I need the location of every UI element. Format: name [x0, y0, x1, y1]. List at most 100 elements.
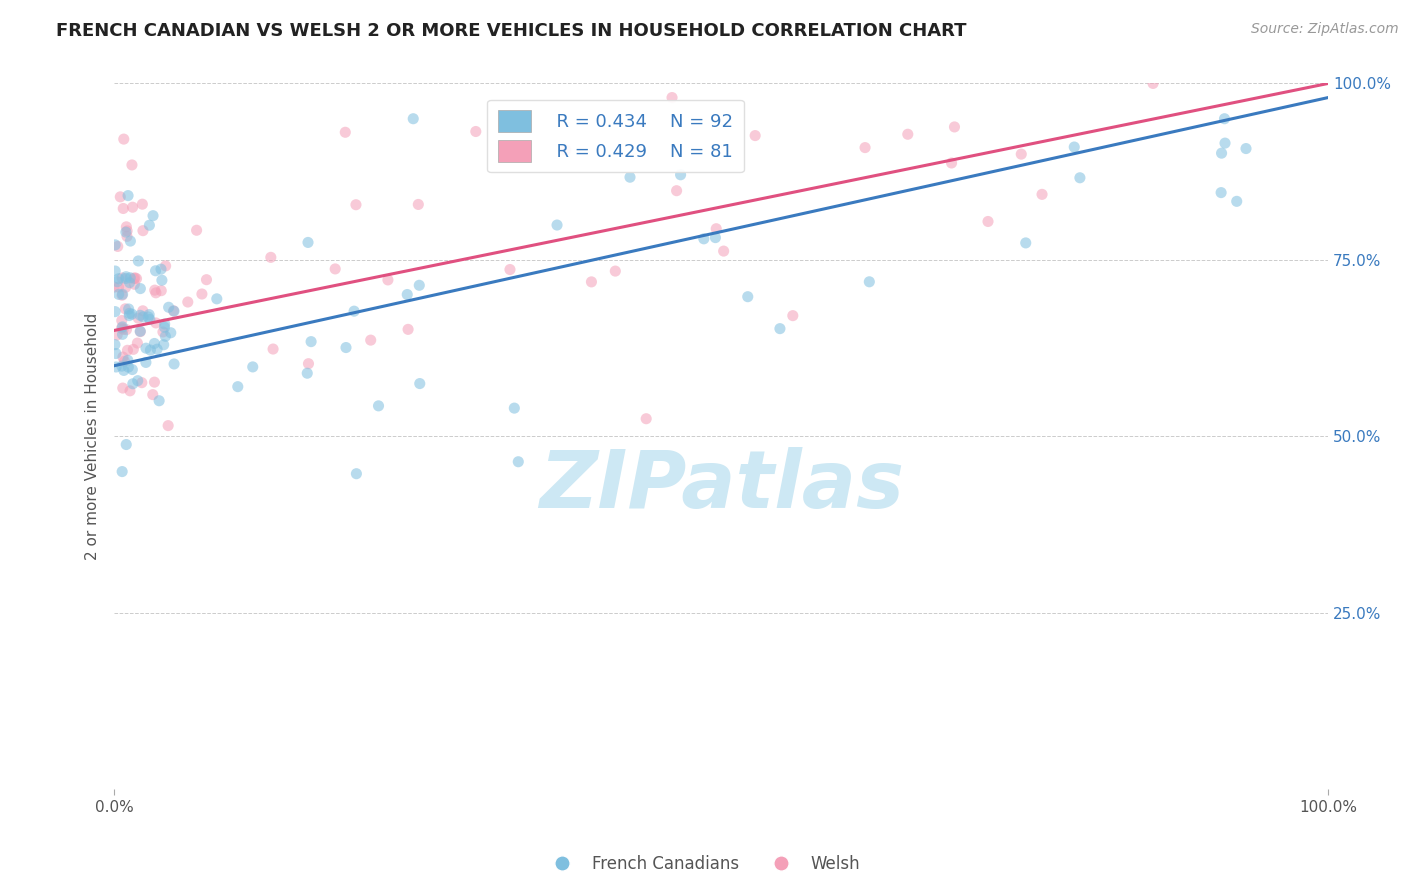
Point: [114, 301, 136, 316]
Point: [661, 90, 683, 104]
Point: [1069, 170, 1091, 185]
Point: [118, 309, 141, 323]
Point: [153, 317, 176, 331]
Point: [323, 261, 346, 276]
Y-axis label: 2 or more Vehicles in Household: 2 or more Vehicles in Household: [86, 313, 100, 560]
Point: [408, 197, 430, 211]
Point: [619, 170, 641, 185]
Point: [122, 343, 145, 357]
Point: [396, 322, 419, 336]
Point: [605, 264, 627, 278]
Point: [104, 337, 127, 351]
Point: [581, 275, 603, 289]
Point: [1211, 186, 1233, 200]
Point: [111, 288, 134, 302]
Point: [941, 156, 963, 170]
Point: [107, 271, 129, 285]
Point: [104, 346, 127, 360]
Point: [155, 259, 177, 273]
Point: [118, 384, 141, 398]
Point: [121, 376, 143, 391]
Point: [152, 325, 174, 339]
Point: [782, 309, 804, 323]
Point: [111, 271, 134, 285]
Point: [262, 342, 284, 356]
Point: [508, 455, 530, 469]
Point: [129, 324, 152, 338]
Point: [1063, 140, 1085, 154]
Point: [409, 376, 432, 391]
Point: [139, 312, 162, 326]
Legend:   R = 0.434    N = 92,   R = 0.429    N = 81: R = 0.434 N = 92, R = 0.429 N = 81: [488, 100, 744, 172]
Point: [713, 244, 735, 258]
Point: [242, 359, 264, 374]
Point: [554, 143, 576, 157]
Point: [408, 278, 430, 293]
Point: [1015, 235, 1038, 250]
Point: [669, 168, 692, 182]
Point: [143, 375, 166, 389]
Point: [152, 337, 174, 351]
Point: [131, 197, 153, 211]
Point: [115, 437, 138, 451]
Point: [150, 273, 173, 287]
Point: [110, 190, 132, 204]
Point: [195, 273, 218, 287]
Point: [117, 360, 139, 375]
Point: [139, 343, 162, 357]
Point: [115, 219, 138, 234]
Point: [103, 280, 125, 294]
Point: [105, 359, 128, 374]
Point: [153, 320, 176, 334]
Point: [143, 336, 166, 351]
Point: [897, 128, 920, 142]
Point: [107, 280, 129, 294]
Legend: French Canadians, Welsh: French Canadians, Welsh: [538, 848, 868, 880]
Point: [132, 224, 155, 238]
Point: [737, 290, 759, 304]
Point: [693, 232, 716, 246]
Point: [157, 418, 180, 433]
Point: [121, 307, 143, 321]
Point: [111, 359, 134, 373]
Point: [260, 251, 283, 265]
Point: [105, 328, 128, 343]
Point: [464, 124, 486, 138]
Point: [155, 329, 177, 343]
Point: [112, 363, 135, 377]
Point: [104, 238, 127, 252]
Point: [335, 341, 357, 355]
Point: [114, 271, 136, 285]
Point: [636, 411, 658, 425]
Point: [1031, 187, 1053, 202]
Point: [112, 354, 135, 368]
Point: [121, 200, 143, 214]
Point: [104, 264, 127, 278]
Point: [115, 224, 138, 238]
Text: Source: ZipAtlas.com: Source: ZipAtlas.com: [1251, 22, 1399, 37]
Point: [360, 333, 382, 347]
Point: [142, 387, 165, 401]
Point: [344, 467, 367, 481]
Text: ZIPatlas: ZIPatlas: [538, 447, 904, 524]
Point: [107, 287, 129, 301]
Point: [135, 355, 157, 369]
Point: [127, 254, 149, 268]
Point: [744, 128, 766, 143]
Point: [402, 112, 425, 126]
Point: [129, 282, 152, 296]
Point: [121, 362, 143, 376]
Point: [105, 275, 128, 289]
Point: [343, 304, 366, 318]
Point: [157, 300, 180, 314]
Point: [704, 221, 727, 235]
Point: [131, 376, 153, 390]
Point: [858, 275, 880, 289]
Point: [150, 262, 173, 277]
Point: [396, 287, 419, 301]
Point: [299, 334, 322, 349]
Point: [665, 184, 688, 198]
Point: [127, 374, 149, 388]
Point: [205, 292, 228, 306]
Point: [120, 234, 142, 248]
